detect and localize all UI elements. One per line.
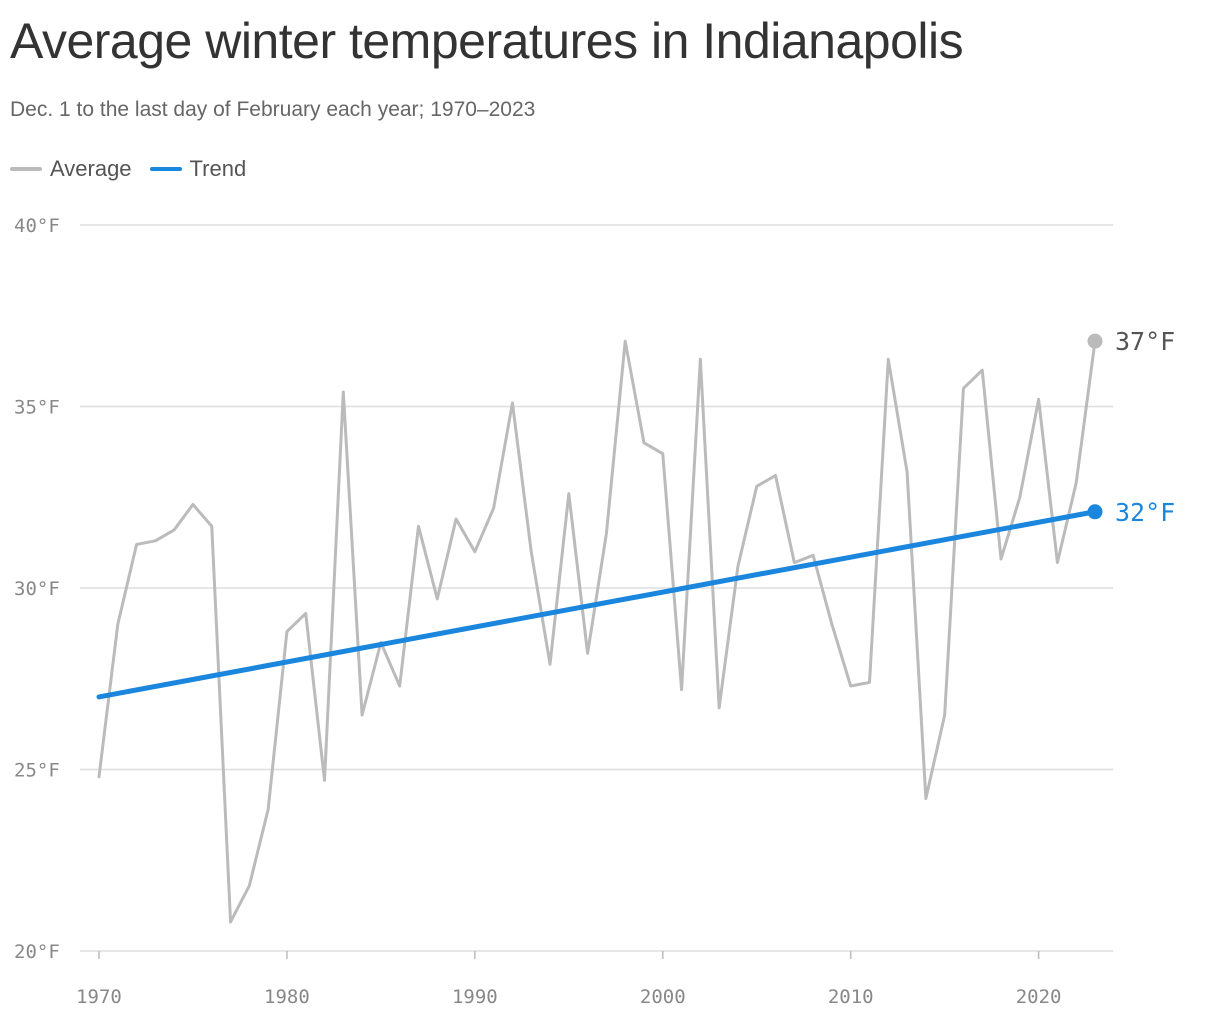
y-tick-label-20: 20°F	[14, 941, 60, 963]
legend-item-average: Average	[10, 156, 132, 182]
end-point-average	[1087, 333, 1103, 349]
y-tick-label-30: 30°F	[14, 578, 60, 600]
end-label-average: 37°F	[1115, 327, 1175, 356]
x-tick-label-2010: 2010	[828, 986, 874, 1008]
chart-subtitle: Dec. 1 to the last day of February each …	[10, 98, 536, 121]
legend-swatch-average	[10, 167, 42, 171]
x-axis-ticks: 1970 1980 1990 2000 2010 2020	[76, 951, 1062, 1008]
series-line-average	[97, 339, 1097, 924]
end-label-trend: 32°F	[1115, 498, 1175, 527]
legend: Average Trend	[10, 156, 264, 182]
series-line-trend	[96, 509, 1098, 700]
x-tick-label-1970: 1970	[76, 986, 122, 1008]
y-tick-label-25: 25°F	[14, 760, 60, 782]
legend-item-trend: Trend	[149, 156, 247, 182]
x-tick-label-2000: 2000	[640, 986, 686, 1008]
chart-title: Average winter temperatures in Indianapo…	[10, 13, 964, 69]
x-tick-label-1990: 1990	[452, 986, 498, 1008]
x-tick-label-2020: 2020	[1016, 986, 1062, 1008]
y-tick-label-40: 40°F	[14, 215, 60, 237]
x-tick-label-1980: 1980	[264, 986, 310, 1008]
series-group	[96, 339, 1098, 924]
y-tick-label-35: 35°F	[14, 397, 60, 419]
legend-label-trend: Trend	[189, 156, 247, 181]
end-point-trend	[1087, 504, 1103, 520]
end-labels: 37°F 32°F	[1087, 327, 1175, 527]
y-axis-ticks: 20°F 25°F 30°F 35°F 40°F	[14, 215, 60, 963]
legend-swatch-trend	[149, 167, 182, 171]
legend-label-average: Average	[50, 156, 132, 181]
